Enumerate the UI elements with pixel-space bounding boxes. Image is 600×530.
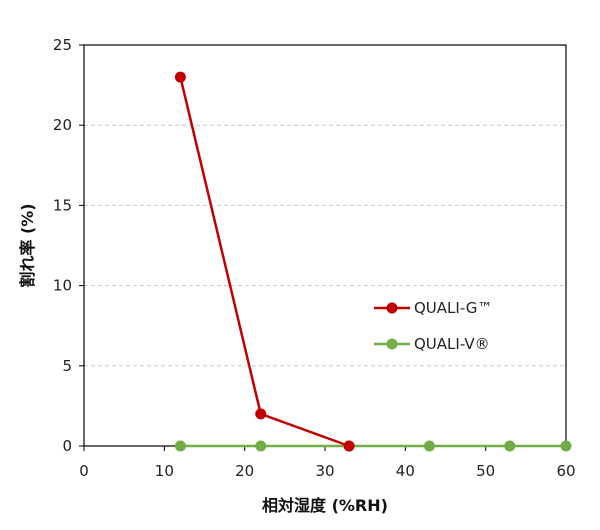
data-point xyxy=(255,440,267,452)
x-tick-label: 50 xyxy=(476,462,495,480)
data-point xyxy=(174,440,186,452)
data-point xyxy=(423,440,435,452)
y-axis-ticks: 0 5 10 15 20 25 xyxy=(53,36,84,455)
plot-area-frame xyxy=(83,44,567,447)
y-tick-label: 5 xyxy=(62,357,72,375)
series-2 xyxy=(174,440,572,452)
data-point xyxy=(174,71,186,83)
series-layer xyxy=(174,71,572,452)
y-tick-label: 20 xyxy=(53,116,72,134)
data-point xyxy=(343,440,355,452)
series-1 xyxy=(174,71,355,452)
data-point xyxy=(255,408,267,420)
x-tick-label: 10 xyxy=(155,462,174,480)
y-tick-label: 10 xyxy=(53,277,72,295)
legend: QUALI-G™ QUALI-V® xyxy=(374,299,492,353)
series-line xyxy=(179,76,350,448)
y-axis-title: 割れ率 (%) xyxy=(18,203,37,287)
legend-swatch-marker xyxy=(386,338,398,350)
x-tick-label: 0 xyxy=(79,462,89,480)
data-point xyxy=(504,440,516,452)
x-axis-ticks: 0 10 20 30 40 50 60 xyxy=(79,446,576,480)
legend-label: QUALI-G™ xyxy=(414,299,492,317)
grid-lines xyxy=(84,124,566,367)
x-tick-label: 40 xyxy=(396,462,415,480)
x-tick-label: 60 xyxy=(556,462,575,480)
legend-swatch-marker xyxy=(386,302,398,314)
legend-item: QUALI-G™ xyxy=(374,299,492,317)
x-tick-label: 20 xyxy=(235,462,254,480)
y-tick-label: 0 xyxy=(62,437,72,455)
data-point xyxy=(560,440,572,452)
y-tick-label: 15 xyxy=(53,196,72,214)
legend-item: QUALI-V® xyxy=(374,335,490,353)
legend-label: QUALI-V® xyxy=(414,335,490,353)
x-axis-title: 相対湿度 (%RH) xyxy=(262,496,388,515)
x-tick-label: 30 xyxy=(315,462,334,480)
y-tick-label: 25 xyxy=(53,36,72,54)
